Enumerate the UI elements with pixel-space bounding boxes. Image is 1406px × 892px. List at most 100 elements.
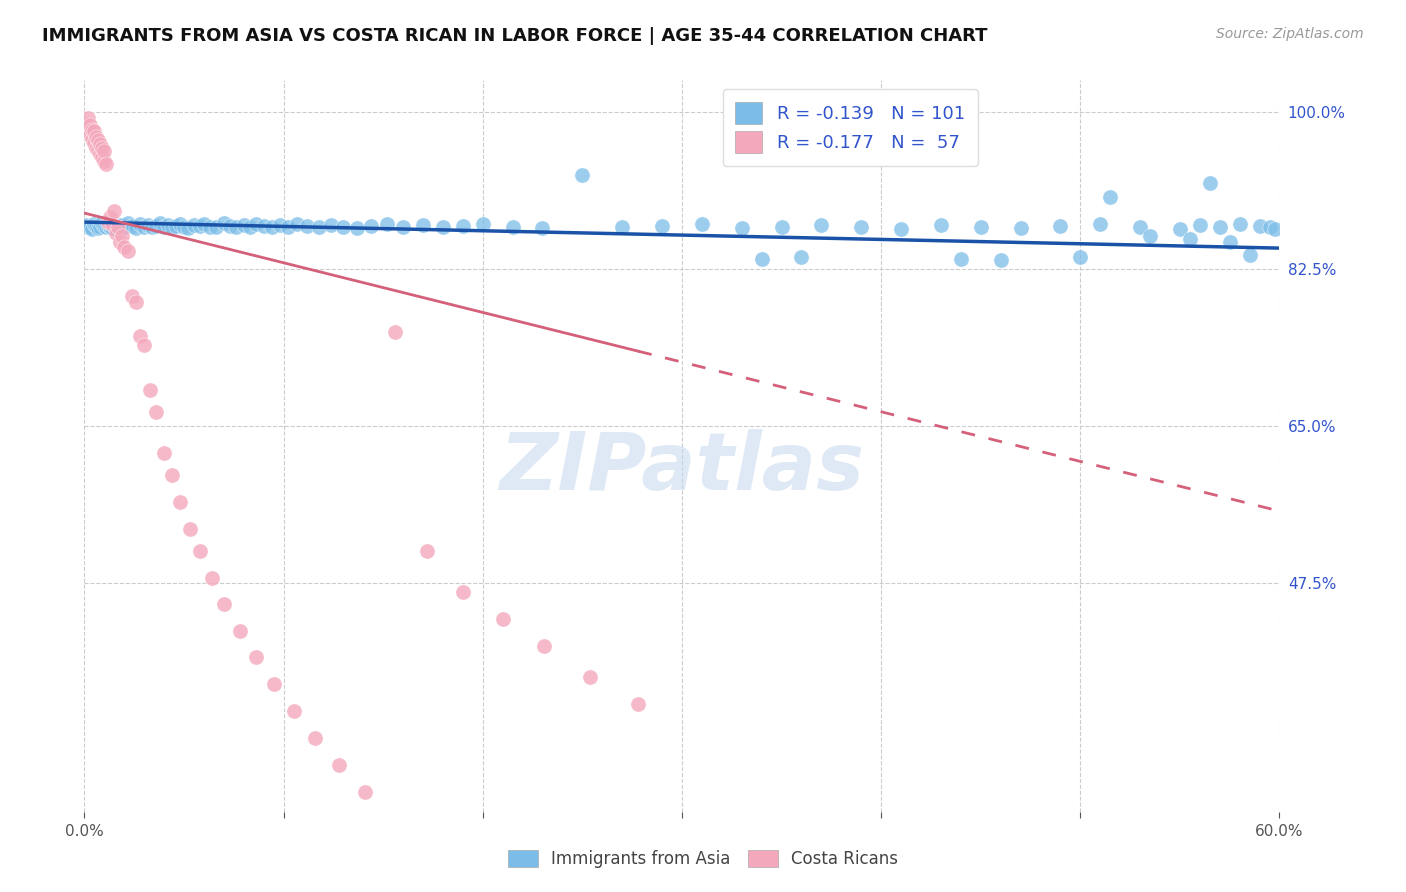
Point: [98, 210, 121, 224]
Point: [121, 219, 143, 233]
Point: [77, 111, 100, 125]
Point: [117, 216, 139, 230]
Point: [392, 219, 415, 234]
Point: [101, 221, 124, 235]
Point: [929, 218, 952, 232]
Point: [218, 219, 240, 233]
Point: [83, 217, 105, 231]
Point: [173, 219, 195, 234]
Point: [86, 219, 108, 233]
Point: [188, 544, 211, 558]
Point: [105, 217, 128, 231]
Point: [1198, 177, 1220, 191]
Point: [1049, 219, 1071, 233]
Point: [132, 219, 156, 234]
Legend: Immigrants from Asia, Costa Ricans: Immigrants from Asia, Costa Ricans: [502, 843, 904, 875]
Point: [91, 216, 114, 230]
Point: [141, 220, 163, 235]
Point: [1249, 219, 1271, 233]
Point: [770, 219, 793, 234]
Point: [1219, 235, 1241, 249]
Point: [890, 222, 912, 236]
Point: [751, 252, 773, 266]
Point: [125, 221, 148, 235]
Point: [283, 704, 305, 718]
Point: [297, 219, 319, 233]
Point: [83, 136, 105, 150]
Point: [253, 219, 276, 233]
Point: [82, 222, 104, 236]
Point: [245, 650, 267, 665]
Point: [229, 624, 252, 639]
Point: [375, 217, 398, 231]
Point: [157, 218, 180, 232]
Point: [129, 217, 152, 231]
Point: [75, 117, 97, 131]
Point: [690, 217, 713, 231]
Point: [77, 122, 100, 136]
Point: [79, 220, 101, 235]
Point: [82, 122, 104, 136]
Point: [110, 235, 132, 249]
Point: [96, 157, 118, 171]
Point: [125, 295, 148, 310]
Point: [160, 468, 183, 483]
Point: [79, 127, 101, 141]
Point: [1139, 228, 1161, 243]
Point: [533, 639, 555, 653]
Point: [1229, 217, 1251, 231]
Point: [205, 219, 228, 234]
Point: [91, 140, 114, 154]
Point: [87, 221, 110, 235]
Point: [531, 221, 554, 235]
Point: [97, 215, 120, 229]
Point: [360, 219, 382, 233]
Point: [91, 151, 114, 165]
Point: [308, 220, 330, 235]
Point: [277, 219, 299, 234]
Point: [1188, 218, 1211, 232]
Point: [89, 219, 111, 234]
Point: [731, 221, 754, 235]
Point: [132, 338, 156, 352]
Point: [492, 612, 515, 626]
Point: [93, 154, 115, 169]
Point: [112, 219, 135, 234]
Point: [416, 544, 439, 558]
Point: [86, 129, 108, 144]
Point: [354, 785, 377, 799]
Point: [177, 221, 200, 235]
Point: [87, 133, 110, 147]
Point: [790, 250, 813, 264]
Point: [169, 495, 191, 509]
Point: [105, 226, 128, 240]
Point: [260, 220, 283, 235]
Point: [502, 219, 524, 234]
Point: [145, 219, 167, 233]
Point: [332, 219, 354, 234]
Point: [1129, 220, 1152, 235]
Point: [245, 217, 267, 231]
Point: [1099, 190, 1122, 204]
Point: [103, 204, 125, 219]
Point: [198, 220, 221, 235]
Point: [287, 217, 309, 231]
Point: [169, 217, 191, 231]
Point: [83, 124, 105, 138]
Point: [103, 219, 125, 233]
Text: IMMIGRANTS FROM ASIA VS COSTA RICAN IN LABOR FORCE | AGE 35-44 CORRELATION CHART: IMMIGRANTS FROM ASIA VS COSTA RICAN IN L…: [42, 27, 987, 45]
Point: [1069, 250, 1091, 264]
Point: [970, 219, 993, 234]
Point: [304, 731, 326, 745]
Point: [110, 222, 132, 236]
Point: [136, 218, 159, 232]
Point: [212, 597, 235, 611]
Point: [851, 220, 873, 235]
Point: [1168, 222, 1191, 236]
Point: [82, 131, 104, 145]
Point: [153, 219, 176, 234]
Point: [97, 218, 120, 232]
Point: [1239, 248, 1261, 262]
Point: [165, 219, 187, 233]
Point: [98, 219, 121, 234]
